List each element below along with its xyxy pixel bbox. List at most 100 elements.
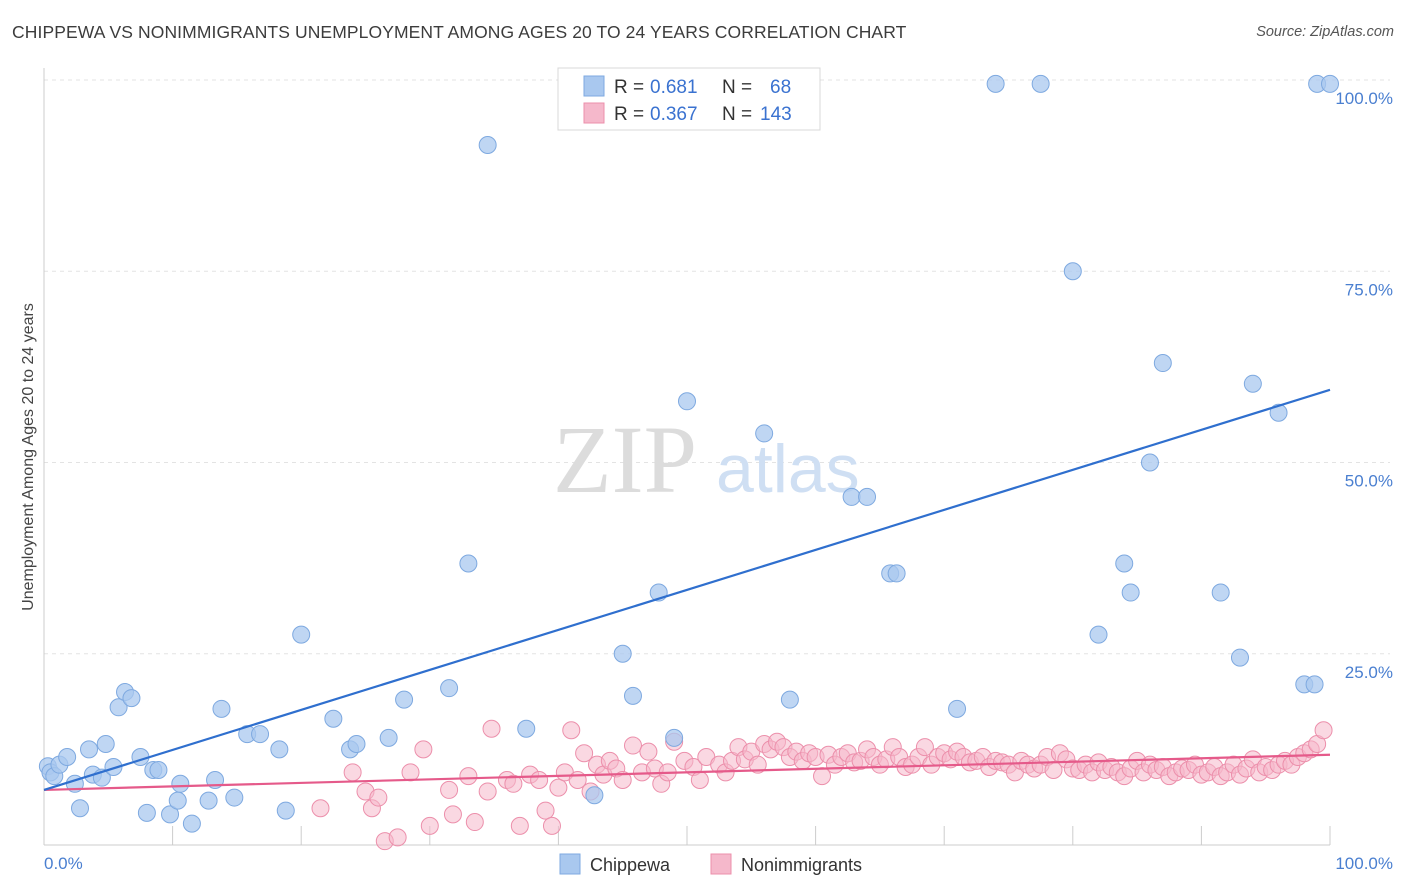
nonimmigrants-point xyxy=(1314,721,1333,740)
chippewa-point xyxy=(1243,374,1262,393)
series-legend-label-chippewa: Chippewa xyxy=(590,855,671,875)
chippewa-point xyxy=(96,735,115,754)
chart-title: CHIPPEWA VS NONIMMIGRANTS UNEMPLOYMENT A… xyxy=(12,22,907,42)
chippewa-point xyxy=(842,487,861,506)
nonimmigrants-point xyxy=(530,770,549,789)
nonimmigrants-trend-line xyxy=(43,753,1331,792)
chippewa-point xyxy=(1211,583,1230,602)
chippewa-point xyxy=(517,719,536,738)
chippewa-point xyxy=(1063,262,1082,281)
x-axis-ticks xyxy=(172,826,1331,845)
legend-r-label-nonimmigrants: R = xyxy=(614,104,644,125)
nonimmigrants-point xyxy=(690,770,709,789)
legend-r-label-chippewa: R = xyxy=(614,77,644,98)
nonimmigrants-point xyxy=(510,816,529,835)
x-tick-label-max: 100.0% xyxy=(1335,854,1393,873)
chippewa-point xyxy=(858,487,877,506)
nonimmigrants-point xyxy=(343,763,362,782)
chippewa-point xyxy=(182,814,201,833)
y-tick-labels: 25.0% 50.0% 75.0% 100.0% xyxy=(1335,89,1393,682)
watermark-zip: ZIP xyxy=(553,406,697,513)
nonimmigrants-point xyxy=(401,763,420,782)
chippewa-point xyxy=(1140,453,1159,472)
nonimmigrants-point xyxy=(639,742,658,761)
chippewa-point xyxy=(613,644,632,663)
chippewa-point xyxy=(585,786,604,805)
chippewa-point xyxy=(478,136,497,155)
chippewa-point xyxy=(1305,675,1324,694)
chippewa-point xyxy=(251,725,270,744)
chippewa-point xyxy=(122,689,141,708)
chippewa-point xyxy=(440,679,459,698)
chippewa-point xyxy=(58,748,77,767)
nonimmigrants-points xyxy=(311,719,1333,851)
chippewa-point xyxy=(1230,648,1249,667)
nonimmigrants-point xyxy=(482,719,501,738)
chippewa-point xyxy=(80,740,99,759)
y-tick-label: 25.0% xyxy=(1345,663,1393,682)
nonimmigrants-point xyxy=(542,816,561,835)
chippewa-point xyxy=(623,686,642,705)
nonimmigrants-point xyxy=(562,721,581,740)
chippewa-point xyxy=(71,799,90,818)
chippewa-point xyxy=(161,805,180,824)
chippewa-point xyxy=(1031,74,1050,93)
nonimmigrants-point xyxy=(536,801,555,820)
x-tick-label-min: 0.0% xyxy=(44,854,83,873)
series-legend-label-nonimmigrants: Nonimmigrants xyxy=(741,855,862,875)
chippewa-point xyxy=(665,728,684,747)
chippewa-point xyxy=(1115,554,1134,573)
chippewa-point xyxy=(168,791,187,810)
nonimmigrants-point xyxy=(613,770,632,789)
legend-swatch-nonimmigrants xyxy=(583,102,605,124)
legend-n-label-nonimmigrants: N = xyxy=(722,104,752,125)
y-tick-label: 50.0% xyxy=(1345,472,1393,491)
chippewa-point xyxy=(678,392,696,411)
nonimmigrants-point xyxy=(504,774,523,793)
nonimmigrants-point xyxy=(549,778,568,797)
chippewa-point xyxy=(1121,583,1140,602)
legend-r-value-chippewa: 0.681 xyxy=(650,77,698,98)
chippewa-point xyxy=(1269,403,1288,422)
series-legend-swatch-nonimmigrants xyxy=(710,853,732,875)
nonimmigrants-point xyxy=(388,828,407,847)
chippewa-point xyxy=(276,801,295,820)
grid-lines xyxy=(44,79,1390,655)
chippewa-point xyxy=(171,774,190,793)
chippewa-point xyxy=(347,735,366,754)
legend-n-label-chippewa: N = xyxy=(722,77,752,98)
chippewa-point xyxy=(137,803,156,822)
nonimmigrants-point xyxy=(420,816,439,835)
nonimmigrants-point xyxy=(459,767,478,786)
y-tick-label: 100.0% xyxy=(1335,89,1393,108)
nonimmigrants-point xyxy=(748,755,767,774)
chippewa-trend-line xyxy=(43,388,1331,791)
y-tick-label: 75.0% xyxy=(1345,280,1393,299)
nonimmigrants-point xyxy=(623,736,642,755)
nonimmigrants-point xyxy=(440,780,459,799)
chart-source: Source: ZipAtlas.com xyxy=(1256,24,1394,40)
chippewa-point xyxy=(270,740,289,759)
y-axis-label: Unemployment Among Ages 20 to 24 years xyxy=(20,303,37,611)
series-legend-swatch-chippewa xyxy=(559,853,581,875)
chippewa-point xyxy=(149,761,168,780)
chippewa-point xyxy=(986,74,1005,93)
legend-n-value-chippewa: 68 xyxy=(770,77,791,98)
chippewa-point xyxy=(887,564,906,583)
correlation-legend: R = 0.681 N = 68 R = 0.367 N = 143 xyxy=(557,67,821,131)
legend-swatch-chippewa xyxy=(583,75,605,97)
nonimmigrants-point xyxy=(465,813,484,832)
chippewa-point xyxy=(324,709,343,728)
chippewa-point xyxy=(1089,625,1108,644)
chippewa-point xyxy=(379,728,398,747)
chippewa-point xyxy=(212,699,231,718)
nonimmigrants-point xyxy=(369,788,388,807)
chippewa-point xyxy=(459,554,478,573)
nonimmigrants-point xyxy=(915,738,934,757)
chippewa-point xyxy=(948,699,967,718)
chippewa-point xyxy=(395,690,414,709)
chippewa-point xyxy=(104,757,123,776)
nonimmigrants-point xyxy=(311,799,330,818)
series-legend: Chippewa Nonimmigrants xyxy=(559,853,862,875)
